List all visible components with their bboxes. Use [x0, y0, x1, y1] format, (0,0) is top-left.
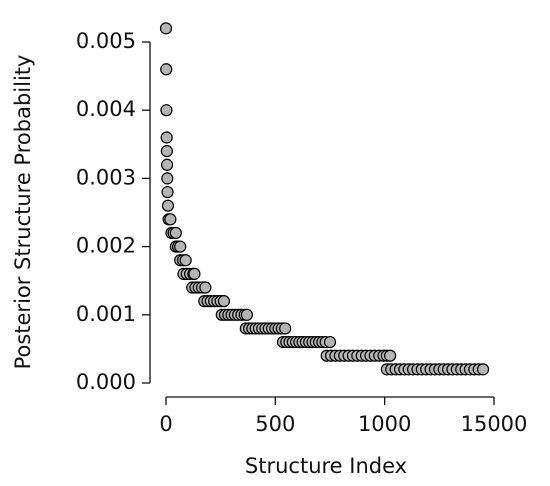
- x-tick-label: 500: [255, 412, 295, 436]
- point: [240, 308, 254, 321]
- point: [160, 158, 174, 171]
- point: [161, 185, 174, 199]
- point: [188, 267, 201, 280]
- y-tick-label: 0.003: [76, 165, 136, 189]
- point: [164, 213, 177, 226]
- point: [160, 145, 173, 158]
- x-tick-label: 0: [159, 412, 172, 436]
- x-tick-label: 1000: [358, 412, 411, 436]
- point: [160, 104, 173, 117]
- point: [279, 322, 292, 335]
- point: [160, 63, 173, 76]
- point: [159, 22, 173, 35]
- point: [179, 254, 192, 267]
- y-tick-label: 0.001: [76, 302, 136, 326]
- x-axis-label: Structure Index: [245, 454, 407, 478]
- x-tick-label: 15000: [461, 412, 528, 436]
- point: [217, 295, 231, 308]
- y-tick-label: 0.002: [76, 234, 136, 258]
- point: [161, 172, 174, 185]
- point: [161, 199, 175, 212]
- point: [169, 226, 182, 240]
- point: [323, 335, 337, 349]
- point: [160, 131, 173, 144]
- point: [476, 363, 490, 376]
- y-tick-label: 0.000: [76, 370, 136, 394]
- y-tick-label: 0.004: [76, 97, 136, 121]
- y-tick-label: 0.005: [76, 29, 136, 53]
- point: [199, 281, 212, 294]
- point: [384, 349, 397, 362]
- point: [174, 240, 187, 253]
- y-axis-label: Posterior Structure Probability: [11, 55, 35, 370]
